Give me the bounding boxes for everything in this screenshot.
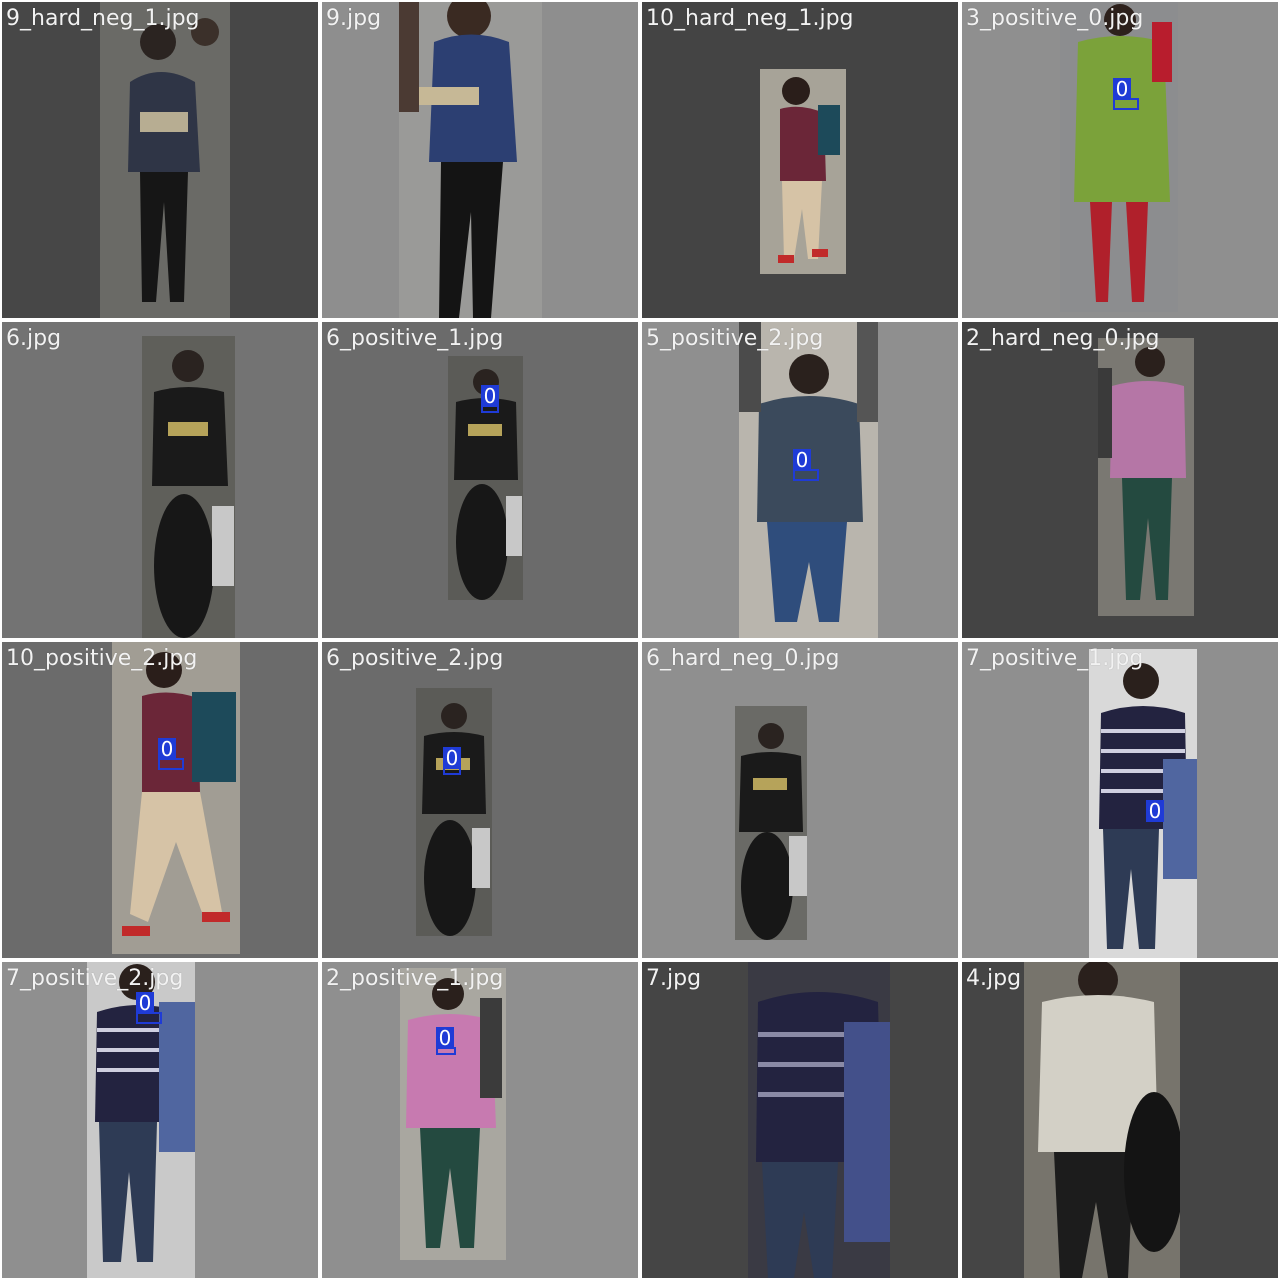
detection-box: 0 [443,747,471,783]
detection-box: 0 [793,449,821,485]
image-filename: 6_hard_neg_0.jpg [646,646,840,671]
person-crop [1060,2,1178,312]
tile: 0 7_positive_1.jpg [962,642,1278,958]
person-crop [1089,649,1197,958]
person-crop [399,2,542,318]
detection-class-label: 0 [481,385,499,407]
image-filename: 5_positive_2.jpg [646,326,824,351]
detection-rectangle [1113,98,1139,110]
image-filename: 6_positive_2.jpg [326,646,504,671]
detection-class-label: 0 [793,449,811,471]
detection-class-label: 0 [443,747,461,769]
image-filename: 6_positive_1.jpg [326,326,504,351]
tile: 0 3_positive_0.jpg [962,2,1278,318]
tile: 0 6_positive_2.jpg [322,642,638,958]
tile: 2_hard_neg_0.jpg [962,322,1278,638]
image-filename: 9_hard_neg_1.jpg [6,6,200,31]
detection-box: 0 [136,992,164,1028]
tile: 4.jpg [962,962,1278,1278]
tile: 10_hard_neg_1.jpg [642,2,958,318]
detection-box: 0 [481,385,509,421]
tile: 0 10_positive_2.jpg [2,642,318,958]
detection-rectangle [158,758,184,770]
image-filename: 7_positive_1.jpg [966,646,1144,671]
tile: 6.jpg [2,322,318,638]
detection-rectangle [443,767,461,775]
detection-box: 0 [436,1027,464,1063]
image-filename: 2_hard_neg_0.jpg [966,326,1160,351]
detection-class-label: 0 [436,1027,454,1049]
person-crop [748,962,890,1278]
person-crop [1098,338,1194,616]
detection-rectangle [136,1012,162,1024]
detection-rectangle [436,1047,456,1055]
tile: 0 6_positive_1.jpg [322,322,638,638]
tile: 0 5_positive_2.jpg [642,322,958,638]
image-filename: 9.jpg [326,6,382,31]
person-crop [112,642,240,954]
detection-box: 0 [158,738,186,774]
detection-box: 0 [1146,800,1174,836]
image-filename: 3_positive_0.jpg [966,6,1144,31]
tile: 0 7_positive_2.jpg [2,962,318,1278]
person-crop [400,968,506,1260]
person-crop [100,2,230,318]
tile: 0 2_positive_1.jpg [322,962,638,1278]
detection-class-label: 0 [158,738,176,760]
person-crop [735,706,807,940]
person-crop [416,688,492,936]
image-filename: 4.jpg [966,966,1022,991]
image-filename: 6.jpg [6,326,62,351]
detection-box: 0 [1113,78,1141,114]
detection-class-label: 0 [1113,78,1131,100]
detection-rectangle [793,469,819,481]
tile: 9_hard_neg_1.jpg [2,2,318,318]
person-crop [448,356,523,600]
image-filename: 10_positive_2.jpg [6,646,198,671]
person-crop [142,336,235,638]
person-crop [1024,962,1180,1278]
image-filename: 7.jpg [646,966,702,991]
detection-class-label: 0 [1146,800,1164,822]
person-crop [760,69,846,274]
tile: 7.jpg [642,962,958,1278]
detection-class-label: 0 [136,992,154,1014]
image-filename: 7_positive_2.jpg [6,966,184,991]
image-filename: 2_positive_1.jpg [326,966,504,991]
person-crop [87,962,195,1278]
tile: 6_hard_neg_0.jpg [642,642,958,958]
image-filename: 10_hard_neg_1.jpg [646,6,854,31]
tile: 9.jpg [322,2,638,318]
detection-rectangle [481,405,499,413]
